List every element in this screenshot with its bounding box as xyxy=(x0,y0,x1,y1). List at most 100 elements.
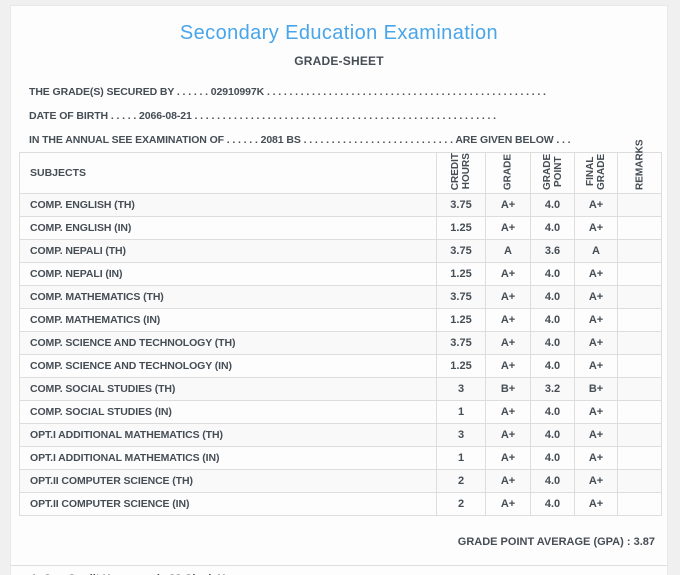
table-row: OPT.II COMPUTER SCIENCE (TH) 2 A+ 4.0 A+ xyxy=(19,469,662,493)
gpa-label: GRADE POINT AVERAGE (GPA) : xyxy=(457,536,631,548)
subject-name-cell: COMP. SCIENCE AND TECHNOLOGY (TH) xyxy=(19,331,437,355)
final-grade-cell: A+ xyxy=(574,400,618,424)
subject-name-cell: COMP. ENGLISH (IN) xyxy=(19,216,437,240)
credit-hours-label: CREDIT HOURS xyxy=(450,152,472,190)
dotted-leader: . . . . . . . . . . . . . . . . . . . . … xyxy=(300,134,456,146)
grade-point-cell: 4.0 xyxy=(530,469,575,493)
dotted-leader: . . . xyxy=(553,134,571,146)
grade-label: GRADE xyxy=(502,153,514,190)
subject-name-cell: COMP. NEPALI (IN) xyxy=(19,262,437,286)
page-subtitle: GRADE-SHEET xyxy=(294,54,384,68)
column-header-subjects: SUBJECTS xyxy=(19,152,437,194)
table-row: COMP. SCIENCE AND TECHNOLOGY (IN) 1.25 A… xyxy=(19,354,662,378)
table-row: COMP. SCIENCE AND TECHNOLOGY (TH) 3.75 A… xyxy=(19,331,662,355)
subject-name-cell: COMP. MATHEMATICS (TH) xyxy=(19,285,437,309)
final-grade-cell: A+ xyxy=(574,492,618,516)
final-grade-cell: A+ xyxy=(574,469,618,493)
final-grade-cell: A+ xyxy=(574,331,618,355)
grade-cell: A+ xyxy=(485,446,531,470)
grades-table-body: COMP. ENGLISH (TH) 3.75 A+ 4.0 A+ COMP. … xyxy=(19,193,662,516)
student-info-block: THE GRADE(S) SECURED BY . . . . . . 0291… xyxy=(29,80,649,152)
subject-name-cell: COMP. SOCIAL STUDIES (IN) xyxy=(19,400,437,424)
table-row: COMP. ENGLISH (IN) 1.25 A+ 4.0 A+ xyxy=(19,216,662,240)
table-row: COMP. SOCIAL STUDIES (IN) 1 A+ 4.0 A+ xyxy=(19,400,662,424)
credit-hours-cell: 1 xyxy=(436,400,486,424)
examination-label: IN THE ANNUAL SEE EXAMINATION OF xyxy=(29,134,224,146)
table-row: COMP. NEPALI (TH) 3.75 A 3.6 A xyxy=(19,239,662,263)
remarks-cell xyxy=(617,446,662,470)
grade-point-cell: 4.0 xyxy=(530,446,575,470)
secured-by-label: THE GRADE(S) SECURED BY xyxy=(29,86,175,98)
final-grade-cell: A xyxy=(574,239,618,263)
credit-hours-cell: 3.75 xyxy=(436,193,486,217)
grade-point-cell: 4.0 xyxy=(530,285,575,309)
grade-sheet-panel: Secondary Education Examination GRADE-SH… xyxy=(10,5,668,575)
subject-name-cell: OPT.I ADDITIONAL MATHEMATICS (TH) xyxy=(19,423,437,447)
credit-hours-cell: 2 xyxy=(436,469,486,493)
final-grade-cell: B+ xyxy=(574,377,618,401)
page-title: Secondary Education Examination xyxy=(179,22,499,44)
are-given-below-label: ARE GIVEN BELOW xyxy=(455,134,554,146)
subject-name-cell: OPT.II COMPUTER SCIENCE (TH) xyxy=(19,469,437,493)
table-row: OPT.II COMPUTER SCIENCE (IN) 2 A+ 4.0 A+ xyxy=(19,492,662,516)
grade-point-cell: 4.0 xyxy=(530,423,575,447)
gpa-summary: GRADE POINT AVERAGE (GPA) : 3.87 xyxy=(11,534,655,550)
credit-hours-cell: 1.25 xyxy=(436,308,486,332)
subject-name-cell: OPT.I ADDITIONAL MATHEMATICS (IN) xyxy=(19,446,437,470)
credit-hours-cell: 1 xyxy=(436,446,486,470)
grade-cell: A+ xyxy=(485,492,531,516)
grade-cell: A+ xyxy=(485,193,531,217)
remarks-cell xyxy=(617,492,662,516)
final-grade-cell: A+ xyxy=(574,285,618,309)
dotted-leader: . . . . . . xyxy=(223,134,261,146)
grade-point-cell: 4.0 xyxy=(530,216,575,240)
date-of-birth-value: 2066-08-21 xyxy=(139,110,192,122)
credit-hours-cell: 3 xyxy=(436,423,486,447)
remarks-label: REMARKS xyxy=(634,139,645,190)
grade-point-cell: 4.0 xyxy=(530,331,575,355)
remarks-cell xyxy=(617,216,662,240)
remarks-cell xyxy=(617,377,662,401)
gpa-value: 3.87 xyxy=(633,536,655,548)
dotted-leader: . . . . . . xyxy=(174,86,211,98)
remarks-cell xyxy=(617,354,662,378)
dotted-leader: . . . . . xyxy=(108,110,139,122)
table-row: COMP. ENGLISH (TH) 3.75 A+ 4.0 A+ xyxy=(19,193,662,217)
grade-cell: A+ xyxy=(485,262,531,286)
grade-cell: A xyxy=(485,239,531,263)
credit-hours-cell: 2 xyxy=(436,492,486,516)
credit-hours-cell: 3 xyxy=(436,377,486,401)
subject-name-cell: COMP. SOCIAL STUDIES (TH) xyxy=(19,377,437,401)
remarks-cell xyxy=(617,423,662,447)
column-header-grade-point: GRADE POINT xyxy=(530,152,575,194)
credit-hours-cell: 1.25 xyxy=(436,262,486,286)
remarks-cell xyxy=(617,193,662,217)
grade-cell: B+ xyxy=(485,377,531,401)
final-grade-cell: A+ xyxy=(574,216,618,240)
credit-hours-cell: 3.75 xyxy=(436,239,486,263)
subject-name-cell: COMP. NEPALI (TH) xyxy=(19,239,437,263)
secured-by-line: THE GRADE(S) SECURED BY . . . . . . 0291… xyxy=(29,80,649,104)
remarks-cell xyxy=(617,331,662,355)
dotted-leader: . . . . . . . . . . . . . . . . . . . . … xyxy=(264,86,546,98)
grade-point-cell: 4.0 xyxy=(530,400,575,424)
credit-hours-cell: 1.25 xyxy=(436,216,486,240)
column-header-remarks: REMARKS xyxy=(617,139,662,194)
date-of-birth-label: DATE OF BIRTH xyxy=(29,110,108,122)
credit-hours-cell: 3.75 xyxy=(436,331,486,355)
table-row: COMP. MATHEMATICS (TH) 3.75 A+ 4.0 A+ xyxy=(19,285,662,309)
grade-cell: A+ xyxy=(485,308,531,332)
credit-hours-cell: 3.75 xyxy=(436,285,486,309)
remarks-cell xyxy=(617,285,662,309)
grade-point-cell: 3.2 xyxy=(530,377,575,401)
final-grade-cell: A+ xyxy=(574,423,618,447)
final-grade-cell: A+ xyxy=(574,446,618,470)
dotted-leader: . . . . . . . . . . . . . . . . . . . . … xyxy=(191,110,497,122)
grade-cell: A+ xyxy=(485,423,531,447)
column-header-final-grade: FINAL GRADE xyxy=(574,152,618,194)
grade-point-cell: 4.0 xyxy=(530,492,575,516)
remarks-cell xyxy=(617,469,662,493)
column-header-grade: GRADE xyxy=(485,152,531,194)
remarks-cell xyxy=(617,308,662,332)
table-row: OPT.I ADDITIONAL MATHEMATICS (IN) 1 A+ 4… xyxy=(19,446,662,470)
